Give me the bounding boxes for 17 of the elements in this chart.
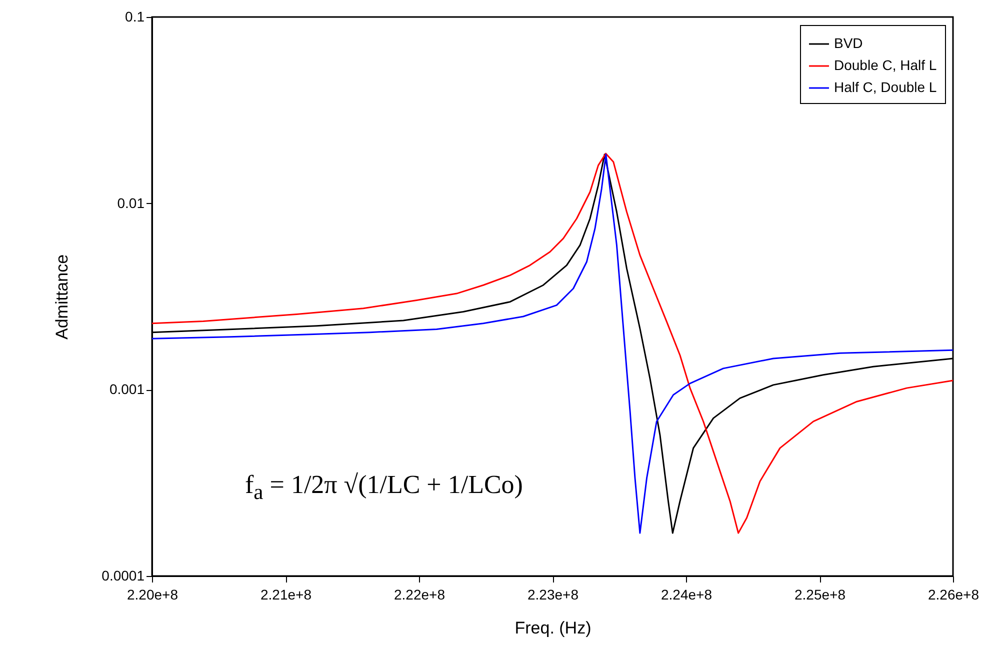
annotation: f$_{a}$ = 1/2π √(1/LC + 1/LCo)	[245, 470, 523, 506]
y-axis-title: Admittance	[52, 254, 72, 340]
y-tick-label: 0.001	[109, 381, 145, 398]
y-tick-label: 0.01	[117, 194, 145, 211]
x-tick-label: 2.26e+8	[928, 586, 980, 602]
x-tick-label: 2.21e+8	[260, 586, 312, 602]
y-tick-label: 0.1	[125, 8, 145, 24]
x-tick-label: 2.25e+8	[794, 586, 846, 602]
legend-label: BVD	[834, 35, 863, 51]
legend-label: Double C, Half L	[834, 57, 937, 73]
x-tick-label: 2.24e+8	[661, 586, 712, 602]
x-tick-label: 2.23e+8	[528, 586, 579, 602]
x-tick-label: 2.22e+8	[394, 586, 446, 602]
legend-label: Half C, Double L	[834, 79, 937, 95]
x-axis-title: Freq. (Hz)	[514, 618, 592, 638]
x-tick-label: 2.20e+8	[127, 586, 178, 602]
y-tick-label: 0.0001	[102, 568, 145, 584]
